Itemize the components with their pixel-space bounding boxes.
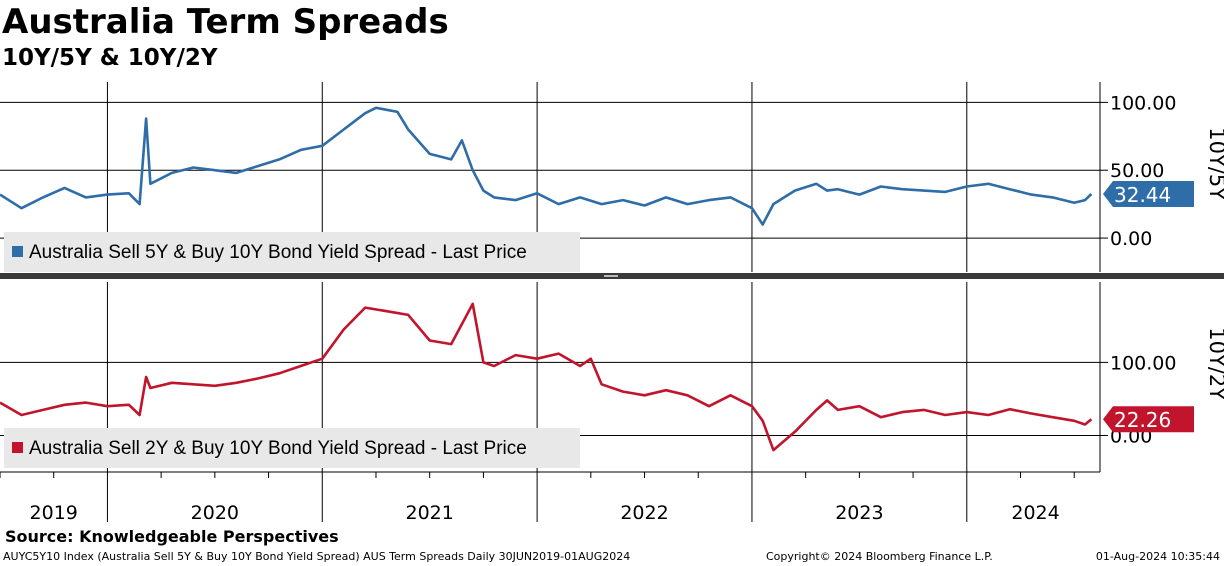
x-tick-label: 2021 xyxy=(406,502,454,524)
y-axis-title: 10Y/2Y xyxy=(1205,327,1224,400)
footer-datetime: 01-Aug-2024 10:35:44 xyxy=(1095,550,1220,563)
last-value-tag xyxy=(1103,406,1194,433)
y-tick-label: 0.00 xyxy=(1110,228,1152,250)
y-tick-label: 100.00 xyxy=(1110,352,1176,374)
x-tick-label: 2024 xyxy=(1011,502,1059,524)
y-axis-title: 10Y/5Y xyxy=(1205,127,1224,200)
legend-box xyxy=(4,232,580,272)
x-tick-label: 2022 xyxy=(620,502,668,524)
last-value-label: 22.26 xyxy=(1114,408,1171,432)
legend-swatch xyxy=(12,442,23,453)
x-axis: 2019 2020 2021 2022 2023 2024 xyxy=(0,471,1100,524)
footer-description: AUYC5Y10 Index (Australia Sell 5Y & Buy … xyxy=(3,550,631,563)
panel-resize-handle xyxy=(604,275,618,277)
chart-subtitle: 10Y/5Y & 10Y/2Y xyxy=(2,45,218,71)
legend-label: Australia Sell 5Y & Buy 10Y Bond Yield S… xyxy=(29,242,527,263)
panel-top: 100.00 50.00 0.00 32.44 10Y/5Y Australia Sell… xyxy=(0,82,1224,272)
series-line xyxy=(0,106,1093,226)
chart-title: Australia Term Spreads xyxy=(2,2,449,42)
legend-box xyxy=(4,428,580,468)
last-value-tag xyxy=(1103,181,1194,208)
last-value-label: 32.44 xyxy=(1114,183,1171,207)
footer-copyright: Copyright© 2024 Bloomberg Finance L.P. xyxy=(766,550,993,563)
y-tick-label: 50.00 xyxy=(1110,160,1164,182)
x-tick-label: 2019 xyxy=(30,502,78,524)
legend-label: Australia Sell 2Y & Buy 10Y Bond Yield S… xyxy=(29,438,527,459)
x-tick-label: 2020 xyxy=(191,502,239,524)
y-tick-label: 100.00 xyxy=(1110,92,1176,114)
source-note: Source: Knowledgeable Perspectives xyxy=(5,527,339,546)
x-tick-label: 2023 xyxy=(835,502,883,524)
legend-swatch xyxy=(12,246,23,257)
